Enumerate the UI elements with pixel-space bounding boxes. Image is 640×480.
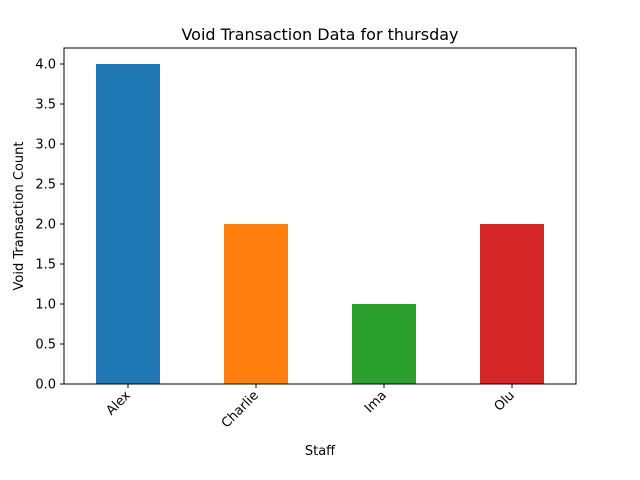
x-tick-label-olu: Olu xyxy=(492,388,518,414)
x-tick-label-charlie: Charlie xyxy=(219,388,262,431)
y-tick-label: 0.0 xyxy=(35,378,56,393)
x-axis-label: Staff xyxy=(305,444,336,459)
bar-charlie xyxy=(224,224,288,384)
y-tick-label: 1.5 xyxy=(35,258,56,273)
y-tick-label: 2.5 xyxy=(35,178,56,193)
y-tick-label: 3.0 xyxy=(35,138,56,153)
y-axis-label: Void Transaction Count xyxy=(12,142,27,291)
y-tick-label: 0.5 xyxy=(35,338,56,353)
y-tick-label: 1.0 xyxy=(35,298,56,313)
bar-alex xyxy=(96,64,160,384)
x-tick-label-alex: Alex xyxy=(103,388,134,419)
axes-frame xyxy=(63,47,577,385)
plot-area: 0.0 0.5 1.0 1.5 2.0 2.5 3.0 3.5 4.0 Alex Charlie Im… xyxy=(35,47,577,431)
chart-title: Void Transaction Data for thursday xyxy=(181,25,458,44)
x-tick-label-ima: Ima xyxy=(362,388,390,416)
bar-olu xyxy=(480,224,544,384)
y-tick-label: 3.5 xyxy=(35,98,56,113)
bar-ima xyxy=(352,304,416,384)
y-tick-label: 4.0 xyxy=(35,58,56,73)
y-tick-label: 2.0 xyxy=(35,218,56,233)
